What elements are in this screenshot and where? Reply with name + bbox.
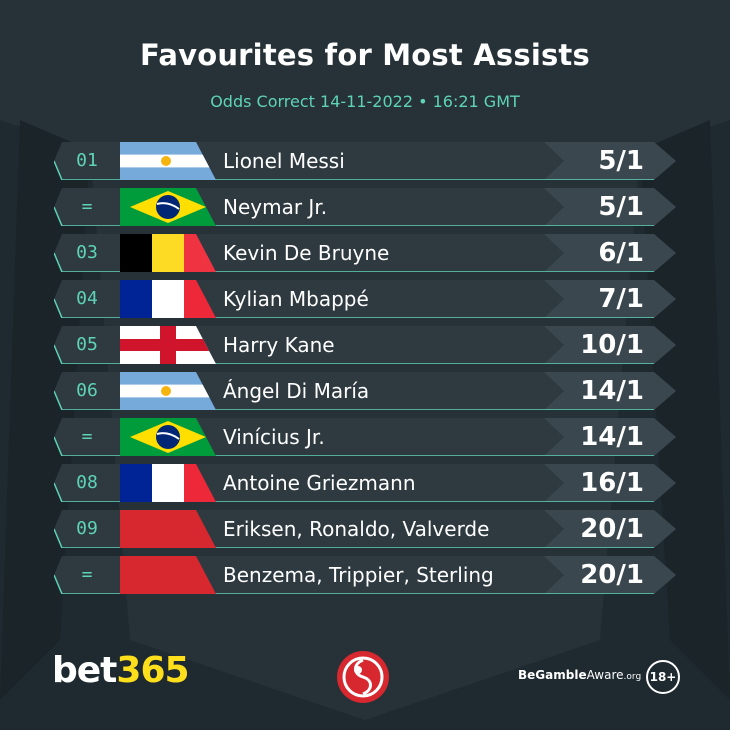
center-badge-icon bbox=[337, 651, 389, 703]
player-name: Ángel Di María bbox=[223, 379, 370, 403]
argentina-flag-icon bbox=[120, 142, 216, 180]
odds-row: 04 Kylian Mbappé 7/1 bbox=[54, 280, 676, 318]
odds-row: = Neymar Jr. 5/1 bbox=[54, 188, 676, 226]
age-restriction-badge: 18+ bbox=[646, 660, 680, 694]
brazil-flag-icon bbox=[120, 188, 216, 226]
row-rank: 04 bbox=[76, 288, 98, 309]
page-title: Favourites for Most Assists bbox=[140, 38, 590, 72]
odds-value: 14/1 bbox=[580, 376, 644, 406]
odds-value: 10/1 bbox=[580, 330, 644, 360]
odds-row: = Vinícius Jr. 14/1 bbox=[54, 418, 676, 456]
odds-value: 5/1 bbox=[598, 146, 644, 176]
gamble-text-3: .org bbox=[623, 672, 642, 682]
row-rank: = bbox=[81, 564, 93, 585]
odds-row: 09 Eriksen, Ronaldo, Valverde 20/1 bbox=[54, 510, 676, 548]
row-rank: = bbox=[81, 196, 93, 217]
player-name: Benzema, Trippier, Sterling bbox=[223, 563, 494, 587]
odds-value: 6/1 bbox=[598, 238, 644, 268]
player-name: Neymar Jr. bbox=[223, 195, 328, 219]
logo-text-part1: bet bbox=[52, 650, 117, 691]
odds-row: = Benzema, Trippier, Sterling 20/1 bbox=[54, 556, 676, 594]
belgium-flag-icon bbox=[120, 234, 216, 272]
row-rank: 03 bbox=[76, 242, 98, 263]
argentina-flag-icon bbox=[120, 372, 216, 410]
row-rank: 01 bbox=[76, 150, 98, 171]
odds-value: 14/1 bbox=[580, 422, 644, 452]
logo-text-part2: 365 bbox=[116, 650, 189, 691]
odds-value: 20/1 bbox=[580, 560, 644, 590]
red-flag-icon bbox=[120, 510, 216, 548]
player-name: Eriksen, Ronaldo, Valverde bbox=[223, 517, 490, 541]
odds-row: 08 Antoine Griezmann 16/1 bbox=[54, 464, 676, 502]
page-subtitle: Odds Correct 14-11-2022 • 16:21 GMT bbox=[210, 92, 520, 111]
player-name: Lionel Messi bbox=[223, 149, 345, 173]
odds-value: 20/1 bbox=[580, 514, 644, 544]
gamble-text-2: Aware bbox=[586, 668, 624, 682]
player-name: Vinícius Jr. bbox=[223, 425, 325, 449]
row-rank: 05 bbox=[76, 334, 98, 355]
row-rank: 09 bbox=[76, 518, 98, 539]
france-flag-icon bbox=[120, 464, 216, 502]
odds-value: 16/1 bbox=[580, 468, 644, 498]
row-rank: 08 bbox=[76, 472, 98, 493]
red-flag-icon bbox=[120, 556, 216, 594]
bet365-logo: bet365 bbox=[52, 650, 190, 691]
row-rank: = bbox=[81, 426, 93, 447]
odds-row: 06 Ángel Di María 14/1 bbox=[54, 372, 676, 410]
player-name: Kevin De Bruyne bbox=[223, 241, 390, 265]
odds-row: 05 Harry Kane 10/1 bbox=[54, 326, 676, 364]
odds-row: 01 Lionel Messi 5/1 bbox=[54, 142, 676, 180]
gamble-text-1: BeGamble bbox=[518, 668, 587, 682]
player-name: Antoine Griezmann bbox=[223, 471, 416, 495]
brazil-flag-icon bbox=[120, 418, 216, 456]
row-rank: 06 bbox=[76, 380, 98, 401]
odds-value: 5/1 bbox=[598, 192, 644, 222]
player-name: Kylian Mbappé bbox=[223, 287, 369, 311]
odds-value: 7/1 bbox=[598, 284, 644, 314]
player-name: Harry Kane bbox=[223, 333, 335, 357]
begambleaware-logo: BeGambleAware.org bbox=[518, 668, 641, 682]
england-flag-icon bbox=[120, 326, 216, 364]
odds-row: 03 Kevin De Bruyne 6/1 bbox=[54, 234, 676, 272]
france-flag-icon bbox=[120, 280, 216, 318]
